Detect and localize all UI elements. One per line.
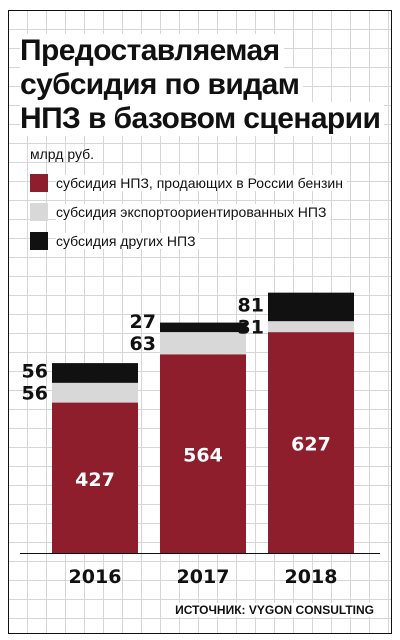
legend-label-export: субсидия экспортоориентированных НПЗ [56, 204, 331, 220]
data-label-2018-export: 31 [238, 317, 264, 339]
data-label-2018-domestic: 627 [291, 434, 331, 456]
data-label-2017-export: 63 [130, 333, 156, 355]
title-line-3: НПЗ в базовом сценарии [20, 102, 385, 136]
data-label-2017-domestic: 564 [183, 445, 223, 467]
bar-2016-segment-other [52, 363, 138, 383]
x-tick-label-2018: 2018 [285, 566, 338, 588]
bar-2018-segment-export [268, 321, 354, 333]
unit-label: млрд руб. [30, 146, 95, 162]
bar-2018-segment-domestic [268, 332, 354, 553]
bar-2016-segment-export [52, 382, 138, 403]
data-label-2018-other: 81 [238, 295, 264, 317]
title-line-2: субсидия по видам [20, 68, 304, 102]
legend-label-domestic: субсидия НПЗ, продающих в России бензин [56, 175, 347, 191]
legend-item-domestic: субсидия НПЗ, продающих в России бензин [30, 172, 370, 194]
legend-swatch-other [30, 232, 48, 250]
legend-item-export: субсидия экспортоориентированных НПЗ [30, 201, 370, 223]
legend-swatch-domestic [30, 174, 48, 192]
data-label-2016-domestic: 427 [75, 469, 115, 491]
title-line-1: Предоставляемая [20, 34, 284, 68]
legend-item-other: субсидия других НПЗ [30, 230, 370, 252]
bar-2017-segment-export [160, 332, 246, 355]
bar-2016-segment-domestic [52, 402, 138, 553]
x-tick-label-2017: 2017 [177, 566, 230, 588]
legend-label-other: субсидия других НПЗ [56, 233, 200, 249]
data-label-2017-other: 27 [130, 311, 156, 333]
bar-2017-segment-other [160, 322, 246, 333]
source-note: ИСТОЧНИК: VYGON CONSULTING [171, 603, 374, 617]
chart-title: Предоставляемая субсидия по видам НПЗ в … [20, 34, 385, 136]
bar-2017-segment-domestic [160, 354, 246, 553]
data-label-2016-export: 56 [22, 383, 48, 405]
data-label-2016-other: 56 [22, 361, 48, 383]
bar-2018-segment-other [268, 292, 354, 322]
x-tick-label-2016: 2016 [69, 566, 122, 588]
legend-swatch-export [30, 203, 48, 221]
